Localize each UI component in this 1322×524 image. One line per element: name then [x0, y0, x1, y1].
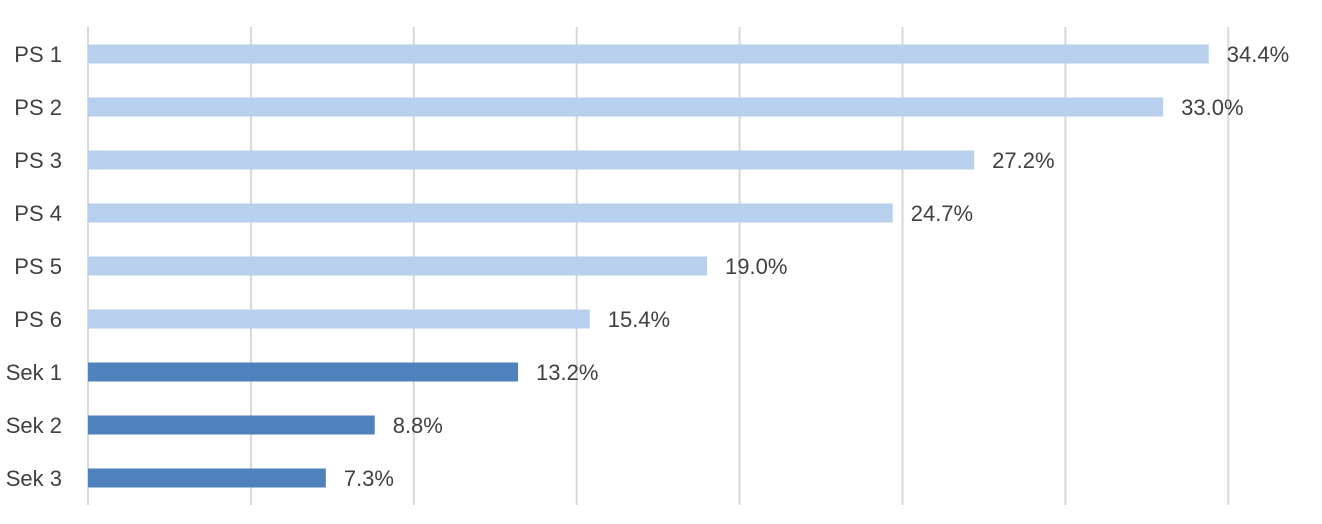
data-label: 8.8%	[393, 413, 443, 438]
category-labels: PS 1 PS 2 PS 3 PS 4 PS 5 PS 6 Sek 1 Sek 2 Sek 3	[6, 42, 62, 491]
data-label: 7.3%	[344, 466, 394, 491]
category-label: PS 2	[14, 95, 62, 120]
data-label: 24.7%	[911, 201, 973, 226]
category-label: PS 1	[14, 42, 62, 67]
bar	[88, 256, 708, 276]
bar	[88, 44, 1209, 64]
bar	[88, 203, 893, 223]
bar	[88, 97, 1164, 117]
data-label: 13.2%	[536, 360, 598, 385]
category-label: PS 4	[14, 201, 62, 226]
data-label: 19.0%	[725, 254, 787, 279]
data-label: 33.0%	[1181, 95, 1243, 120]
bar	[88, 309, 590, 329]
data-label: 34.4%	[1227, 42, 1289, 67]
category-label: PS 6	[14, 307, 62, 332]
bars	[88, 44, 1209, 488]
bar	[88, 468, 326, 488]
data-labels: 34.4% 33.0% 27.2% 24.7% 19.0% 15.4% 13.2% 8.8% 7…	[344, 42, 1289, 491]
category-label: Sek 1	[6, 360, 62, 385]
category-label: PS 5	[14, 254, 62, 279]
bar	[88, 415, 375, 435]
data-label: 15.4%	[608, 307, 670, 332]
category-label: Sek 3	[6, 466, 62, 491]
bar	[88, 362, 519, 382]
bar	[88, 150, 975, 170]
category-label: Sek 2	[6, 413, 62, 438]
category-label: PS 3	[14, 148, 62, 173]
data-label: 27.2%	[992, 148, 1054, 173]
